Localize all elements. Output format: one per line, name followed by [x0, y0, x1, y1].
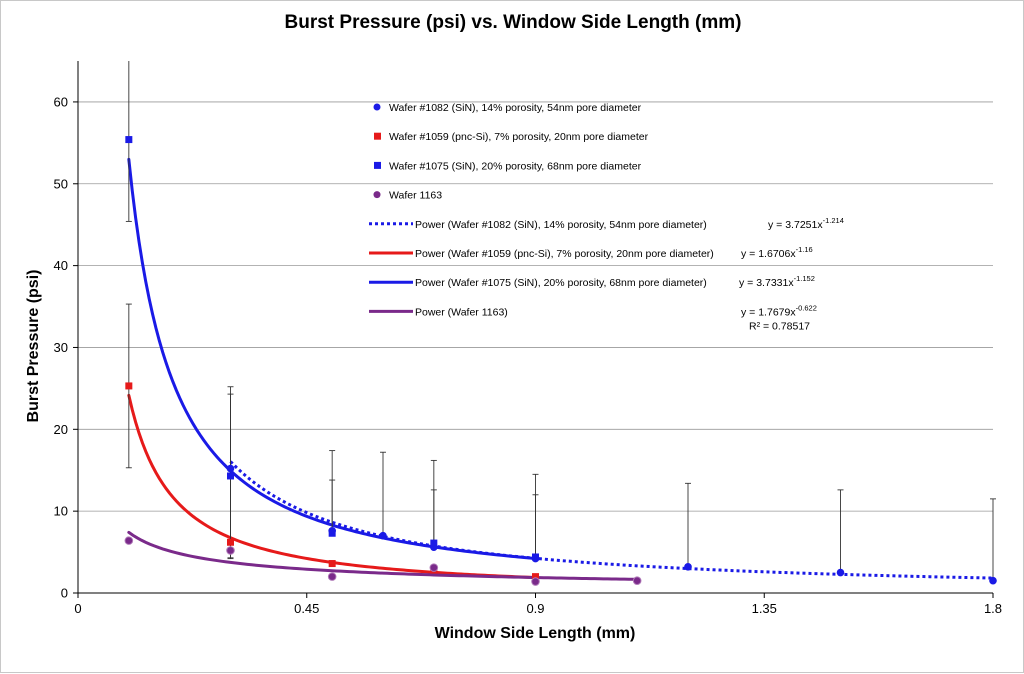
chart-title: Burst Pressure (psi) vs. Window Side Len…	[285, 12, 742, 33]
data-point-circle	[327, 572, 337, 581]
data-point-square	[328, 560, 336, 568]
trend-equation: y = 3.7251x-1.214	[768, 216, 844, 231]
data-points	[124, 136, 997, 586]
data-point-circle	[226, 546, 235, 555]
y-tick-label: 40	[54, 258, 68, 273]
data-point-square	[125, 382, 133, 390]
data-point-square	[532, 573, 539, 581]
trend-equation: y = 1.7679x-0.622	[741, 303, 817, 318]
legend-label: Wafer #1059 (pnc-Si), 7% porosity, 20nm …	[389, 131, 649, 143]
data-point-circle	[836, 568, 845, 577]
trendline	[229, 460, 994, 580]
y-tick-label: 20	[54, 422, 68, 437]
trendline	[127, 530, 639, 581]
x-tick-label: 1.35	[752, 601, 777, 616]
legend-label: Power (Wafer #1082 (SiN), 14% porosity, …	[415, 219, 707, 231]
data-point-square	[227, 538, 234, 546]
trend-r-squared: R² = 0.78517	[749, 320, 810, 332]
data-point-circle	[989, 576, 997, 585]
y-tick-label: 10	[54, 504, 68, 519]
x-tick-label: 0.9	[526, 601, 544, 616]
y-tick-label: 50	[54, 176, 68, 191]
x-tick-label: 1.8	[984, 601, 1002, 616]
legend-label: Wafer #1082 (SiN), 14% porosity, 54nm po…	[389, 102, 642, 114]
legend-label: Power (Wafer #1075 (SiN), 20% porosity, …	[415, 277, 707, 289]
legend-marker-circle	[373, 191, 381, 199]
data-point-circle	[429, 563, 439, 572]
x-tick-label: 0.45	[294, 601, 319, 616]
legend-marker-square	[374, 161, 381, 169]
data-point-square	[430, 539, 438, 547]
tick-labels: 0 10 20 30 40 50 60 0 0.45 0.9 1.35 1.8	[54, 94, 1003, 616]
legend-label: Wafer #1075 (SiN), 20% porosity, 68nm po…	[389, 160, 642, 172]
data-point-circle	[226, 464, 235, 473]
legend-label: Power (Wafer 1163)	[415, 306, 508, 318]
trend-exponent: -0.622	[796, 303, 817, 312]
data-point-square	[125, 136, 133, 144]
y-tick-label: 30	[54, 340, 68, 355]
axes	[73, 61, 994, 598]
trend-equation: y = 1.6706x-1.16	[741, 245, 813, 260]
legend-marker-circle	[373, 103, 381, 111]
trend-exponent: -1.214	[823, 216, 844, 225]
legend-label: Wafer 1163	[389, 190, 442, 202]
legend-label: Power (Wafer #1059 (pnc-Si), 7% porosity…	[415, 248, 714, 260]
legend-marker-square	[374, 132, 381, 140]
legend: Wafer #1082 (SiN), 14% porosity, 54nm po…	[369, 102, 844, 332]
x-tick-label: 0	[74, 601, 81, 616]
y-axis-label: Burst Pressure (psi)	[25, 270, 42, 423]
x-axis-label: Window Side Length (mm)	[435, 625, 636, 642]
y-tick-label: 0	[61, 586, 68, 601]
trend-exponent: -1.16	[796, 245, 813, 254]
y-tick-label: 60	[54, 94, 68, 109]
data-point-square	[227, 472, 234, 480]
data-point-circle	[531, 577, 540, 586]
data-point-square	[532, 553, 539, 561]
trend-equation: y = 3.7331x-1.152	[739, 274, 815, 289]
data-point-circle	[632, 576, 642, 586]
trend-exponent: -1.152	[794, 274, 815, 283]
data-point-circle	[124, 536, 134, 545]
data-point-circle	[379, 531, 387, 540]
data-point-square	[328, 529, 336, 537]
data-point-circle	[684, 563, 692, 571]
